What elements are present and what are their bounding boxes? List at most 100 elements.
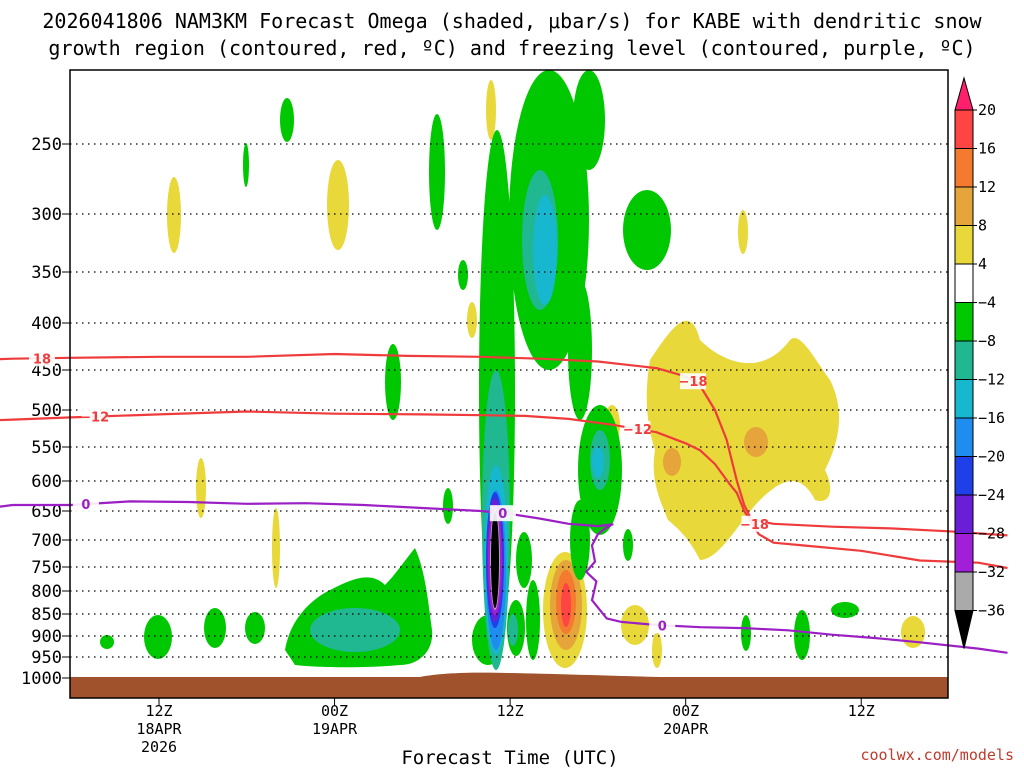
colorbar-label: −32: [978, 563, 1005, 581]
y-tick-label: 900: [31, 627, 62, 647]
x-tick-label: 00Z: [672, 702, 699, 720]
contour-label-bg: [649, 617, 676, 634]
contour-label: −12: [80, 411, 109, 426]
contour-line-0: [0, 500, 1008, 654]
colorbar-label: 20: [978, 101, 996, 119]
colorbar-label: −20: [978, 448, 1005, 466]
y-tick-label: 250: [31, 135, 62, 155]
y-tick-label: 500: [31, 401, 62, 421]
omega-blob: [272, 508, 280, 588]
x-tick-date: 18APR: [136, 720, 182, 738]
colorbar-label: −8: [978, 332, 996, 350]
omega-blob: [245, 612, 265, 644]
omega-blob: [568, 280, 592, 420]
omega-blob: [508, 614, 518, 646]
omega-blob: [741, 615, 751, 651]
omega-blob: [144, 615, 172, 659]
chart-title-line1: 2026041806 NAM3KM Forecast Omega (shaded…: [42, 9, 982, 33]
colorbar-swatch: [954, 263, 974, 303]
colorbar-swatch: [954, 225, 974, 265]
y-tick-label: 800: [31, 582, 62, 602]
contour-label-bg: [679, 373, 706, 390]
contour-label: 0: [658, 619, 667, 634]
credit-link[interactable]: coolwx.com/models: [860, 746, 1014, 764]
y-tick-label: 400: [31, 314, 62, 334]
contour-label: −18: [740, 518, 769, 533]
omega-blob: [623, 190, 671, 270]
colorbar-label: −4: [978, 294, 996, 312]
omega-blob: [561, 583, 571, 627]
omega-blob: [243, 143, 249, 187]
contour-label: −18: [679, 375, 708, 390]
colorbar-label: 8: [978, 217, 987, 235]
contour-label: −12: [623, 423, 652, 438]
colorbar-swatch: [954, 379, 974, 419]
omega-blob: [491, 512, 499, 608]
contour-label-bg: [741, 515, 768, 532]
contour-label-bg: [72, 496, 99, 513]
x-tick-label: 12Z: [497, 702, 524, 720]
chart-title-line2: growth region (contoured, red, ºC) and f…: [48, 36, 975, 60]
contour-line-minus18: [0, 352, 1008, 537]
plot-frame: [69, 69, 949, 699]
colorbar-swatch: [954, 148, 974, 188]
colorbar-label: −28: [978, 525, 1005, 543]
colorbar-label: 16: [978, 140, 996, 158]
x-tick-year: 2026: [141, 738, 177, 756]
colorbar-swatch: [954, 417, 974, 457]
colorbar-label: −16: [978, 409, 1005, 427]
omega-blob: [429, 114, 445, 230]
contour-label-bg: [81, 408, 108, 425]
omega-blob: [280, 98, 294, 142]
y-tick-label: 750: [31, 558, 62, 578]
contour-line-minus12: [0, 410, 1008, 570]
x-tick-label: 12Z: [848, 702, 875, 720]
colorbar-swatch: [954, 186, 974, 226]
omega-blob: [204, 608, 226, 648]
omega-blob: [831, 602, 859, 618]
y-tick-label: 650: [31, 502, 62, 522]
omega-blob: [516, 532, 532, 588]
omega-blob: [652, 632, 662, 668]
x-tick-date: 19APR: [312, 720, 358, 738]
contour-label-bg: [28, 350, 55, 367]
omega-blob: [467, 302, 477, 338]
colorbar-swatch: [954, 109, 974, 149]
omega-blob: [621, 605, 649, 645]
terrain-ground: [420, 672, 660, 677]
colorbar-bottom-arrow: [954, 610, 974, 649]
colorbar-top-arrow: [954, 76, 974, 111]
x-axis-label: Forecast Time (UTC): [401, 747, 618, 768]
omega-blob: [623, 529, 633, 561]
omega-blob: [443, 488, 453, 524]
omega-blob: [100, 635, 114, 649]
omega-blob: [744, 427, 768, 457]
omega-blob: [458, 260, 468, 290]
contour-label-bg: [624, 420, 651, 437]
contour-label: 0: [498, 507, 507, 522]
y-tick-label: 950: [31, 648, 62, 668]
contour-label: 18: [33, 352, 51, 367]
omega-blob: [327, 160, 349, 250]
x-tick-label: 12Z: [145, 702, 172, 720]
omega-blob: [663, 448, 681, 476]
terrain-ground: [70, 677, 948, 698]
colorbar-label: −36: [978, 602, 1005, 620]
y-tick-label: 1000: [21, 669, 62, 689]
y-tick-label: 700: [31, 531, 62, 551]
y-tick-label: 850: [31, 605, 62, 625]
colorbar-swatch: [954, 571, 974, 611]
x-tick-date: 20APR: [663, 720, 709, 738]
omega-blob: [385, 344, 401, 420]
y-tick-label: 300: [31, 205, 62, 225]
omega-blob: [196, 458, 206, 518]
omega-blob: [526, 580, 540, 660]
colorbar-swatch: [954, 456, 974, 496]
y-tick-label: 350: [31, 263, 62, 283]
colorbar-swatch: [954, 494, 974, 534]
colorbar-label: −24: [978, 486, 1005, 504]
colorbar-label: 12: [978, 178, 996, 196]
omega-blob: [486, 80, 496, 140]
